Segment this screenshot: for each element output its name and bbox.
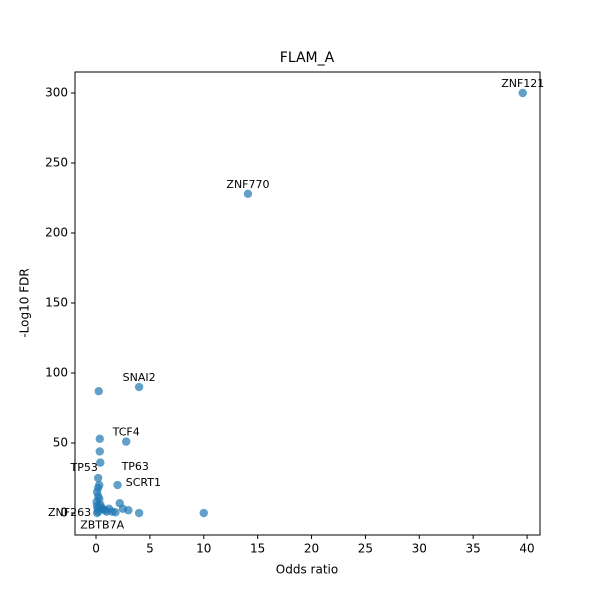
- chart-title: FLAM_A: [280, 50, 335, 66]
- x-tick-label: 0: [92, 542, 100, 556]
- y-tick-label: 250: [45, 156, 68, 170]
- point-label: TP53: [69, 461, 97, 474]
- point: [243, 189, 253, 199]
- point-label: SNAI2: [123, 371, 156, 384]
- point: [95, 447, 104, 456]
- x-tick-label: 25: [358, 542, 373, 556]
- y-tick-label: 100: [45, 366, 68, 380]
- point: [94, 387, 103, 396]
- point: [92, 497, 101, 507]
- y-axis-label: -Log10 FDR: [18, 268, 32, 337]
- y-tick-label: 200: [45, 226, 68, 240]
- point: [518, 88, 527, 98]
- point-label: TCF4: [112, 426, 140, 439]
- point: [96, 458, 105, 467]
- point: [134, 382, 144, 392]
- x-axis-label: Odds ratio: [276, 563, 338, 577]
- y-tick-label: 300: [45, 86, 68, 100]
- point: [95, 480, 104, 490]
- point: [93, 504, 102, 514]
- x-tick-label: 30: [412, 542, 427, 556]
- point-label: ZBTB7A: [80, 519, 124, 532]
- x-tick-label: 35: [466, 542, 481, 556]
- point: [124, 506, 133, 515]
- point: [111, 508, 120, 517]
- x-tick-label: 10: [196, 542, 211, 556]
- y-tick-label: 50: [53, 436, 68, 450]
- point-label: TP63: [121, 460, 149, 473]
- x-tick-label: 5: [146, 542, 154, 556]
- point: [134, 508, 144, 518]
- point: [104, 504, 114, 514]
- point: [113, 480, 122, 490]
- point-label: ZNF121: [501, 77, 544, 90]
- point-label: ZNF263: [48, 506, 91, 519]
- y-tick-label: 150: [45, 296, 68, 310]
- point-label: ZNF770: [226, 178, 269, 191]
- y-tick-label: 0: [60, 506, 68, 520]
- point-label: SCRT1: [126, 476, 161, 489]
- point: [95, 434, 104, 444]
- x-tick-label: 20: [304, 542, 319, 556]
- point: [121, 437, 131, 446]
- x-tick-label: 40: [519, 542, 534, 556]
- point: [93, 473, 103, 483]
- point: [199, 508, 208, 518]
- x-tick-label: 15: [250, 542, 265, 556]
